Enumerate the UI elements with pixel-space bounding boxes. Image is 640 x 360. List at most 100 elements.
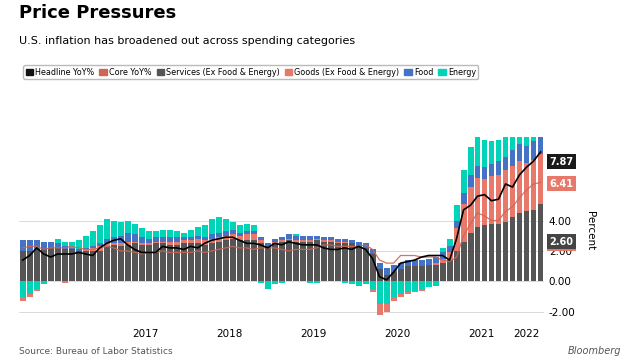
Bar xyxy=(447,252,452,260)
Bar xyxy=(209,243,214,282)
Text: 7.87: 7.87 xyxy=(550,157,573,167)
Bar xyxy=(90,251,95,282)
Bar xyxy=(502,170,509,222)
Bar xyxy=(404,282,410,292)
Bar xyxy=(440,248,445,252)
Bar xyxy=(390,272,397,282)
Bar xyxy=(524,116,529,146)
Bar xyxy=(321,242,326,282)
Bar xyxy=(342,242,348,243)
Bar xyxy=(397,269,404,282)
Bar xyxy=(153,243,159,282)
Text: U.S. inflation has broadened out across spending categories: U.S. inflation has broadened out across … xyxy=(19,36,355,46)
Bar xyxy=(335,242,340,243)
Bar xyxy=(538,135,543,154)
Bar xyxy=(349,282,355,284)
Bar xyxy=(342,243,348,282)
Bar xyxy=(335,239,340,242)
Bar xyxy=(363,282,369,284)
Bar xyxy=(209,234,214,239)
Bar xyxy=(159,237,166,242)
Bar xyxy=(524,146,529,163)
Bar xyxy=(34,289,40,291)
Bar xyxy=(516,213,522,282)
Bar xyxy=(83,251,89,282)
Bar xyxy=(104,219,109,239)
Bar xyxy=(237,233,243,236)
Bar xyxy=(474,135,481,166)
Bar xyxy=(223,219,228,231)
Bar xyxy=(237,236,243,240)
Bar xyxy=(104,239,109,243)
Bar xyxy=(481,225,488,282)
Bar xyxy=(468,175,474,187)
Bar xyxy=(27,251,33,282)
Bar xyxy=(202,225,207,237)
Bar xyxy=(125,221,131,233)
Bar xyxy=(118,222,124,236)
Bar xyxy=(34,282,40,289)
Bar xyxy=(426,265,431,282)
Bar xyxy=(292,240,299,242)
Bar xyxy=(474,226,481,282)
Bar xyxy=(97,243,102,246)
Bar xyxy=(383,268,390,275)
Bar xyxy=(166,230,173,237)
Bar xyxy=(166,242,173,245)
Bar xyxy=(433,282,438,286)
Bar xyxy=(90,231,95,246)
Bar xyxy=(328,242,333,282)
Bar xyxy=(433,265,438,282)
Bar xyxy=(83,248,89,249)
Bar xyxy=(90,248,95,251)
Bar xyxy=(390,297,397,301)
Bar xyxy=(180,240,187,243)
Bar xyxy=(474,166,481,178)
Bar xyxy=(369,254,376,282)
Bar xyxy=(300,242,305,282)
Bar xyxy=(223,240,228,282)
Bar xyxy=(264,282,271,289)
Bar xyxy=(278,240,285,242)
Bar xyxy=(27,282,33,293)
Bar xyxy=(54,248,61,282)
Bar xyxy=(139,228,145,237)
Bar xyxy=(412,260,417,266)
Bar xyxy=(488,224,495,282)
Bar xyxy=(173,245,180,282)
Text: Source: Bureau of Labor Statistics: Source: Bureau of Labor Statistics xyxy=(19,347,173,356)
Bar xyxy=(68,249,75,282)
Bar xyxy=(195,236,200,239)
Bar xyxy=(300,240,305,242)
Bar xyxy=(20,251,26,282)
Bar xyxy=(76,251,82,282)
Bar xyxy=(188,243,194,282)
Bar xyxy=(125,233,131,242)
Bar xyxy=(159,243,166,282)
Bar xyxy=(278,282,285,283)
Bar xyxy=(132,243,138,282)
Bar xyxy=(83,249,89,251)
Bar xyxy=(41,249,47,282)
Bar xyxy=(454,205,460,221)
Bar xyxy=(188,230,194,237)
Bar xyxy=(223,236,228,240)
Bar xyxy=(404,266,410,282)
Bar xyxy=(502,222,509,282)
Bar xyxy=(335,243,340,282)
Bar xyxy=(153,242,159,243)
Bar xyxy=(216,242,221,282)
Bar xyxy=(230,234,236,239)
Bar xyxy=(173,237,180,242)
Bar xyxy=(111,245,116,282)
Bar xyxy=(209,219,214,234)
Bar xyxy=(180,243,187,282)
Bar xyxy=(440,263,445,282)
Bar xyxy=(285,239,292,240)
Bar xyxy=(166,237,173,242)
Bar xyxy=(244,224,250,231)
Bar xyxy=(202,240,207,245)
Bar xyxy=(173,231,180,237)
Bar xyxy=(509,132,515,150)
Bar xyxy=(397,293,404,297)
